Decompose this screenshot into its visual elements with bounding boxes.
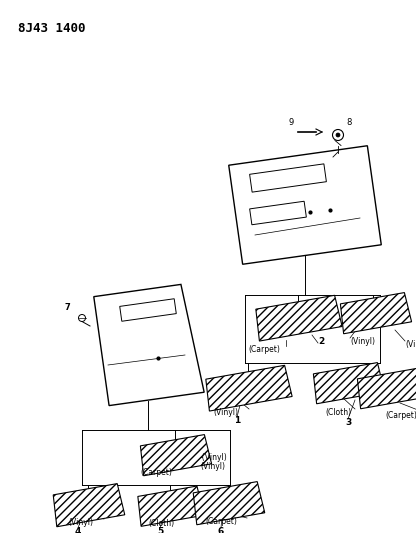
Circle shape [332,130,344,141]
Text: (Vinyl): (Vinyl) [213,408,238,417]
Text: (Vinyl): (Vinyl) [68,518,93,527]
Text: (Carpet): (Carpet) [248,345,280,354]
Text: 3: 3 [345,418,351,427]
Polygon shape [138,486,204,526]
Text: 6: 6 [218,527,224,533]
Text: (Cloth): (Cloth) [325,408,351,417]
Text: (Carpet): (Carpet) [140,468,172,477]
Text: 1: 1 [234,416,240,425]
Polygon shape [250,201,306,225]
Polygon shape [53,483,125,527]
Text: 8: 8 [346,118,352,127]
Polygon shape [140,434,212,476]
Polygon shape [250,164,327,192]
Polygon shape [340,293,411,334]
Text: 7: 7 [64,303,70,312]
Text: (Carpet): (Carpet) [205,517,237,526]
Text: 2: 2 [318,337,324,346]
Text: (Vinyl): (Vinyl) [350,337,375,346]
Polygon shape [357,368,416,409]
Text: (Vinyl): (Vinyl) [405,340,416,349]
Text: (Cloth): (Cloth) [148,519,174,528]
Text: 4: 4 [75,527,81,533]
Polygon shape [206,365,292,411]
Text: 8J43 1400: 8J43 1400 [18,22,86,35]
Text: (Carpet): (Carpet) [385,411,416,420]
Polygon shape [313,362,384,404]
Text: 5: 5 [157,527,163,533]
Polygon shape [193,482,265,525]
Circle shape [79,314,86,321]
Polygon shape [120,298,176,321]
Polygon shape [256,295,342,341]
Text: -(Vinyl): -(Vinyl) [200,453,228,462]
Text: 9: 9 [289,118,294,127]
Circle shape [336,133,340,137]
Text: (Vinyl): (Vinyl) [200,462,225,471]
